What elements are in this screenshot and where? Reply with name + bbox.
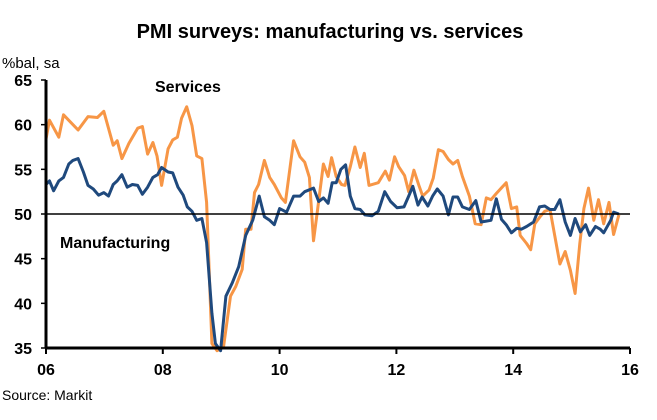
y-tick-label: 55 bbox=[14, 162, 32, 179]
y-axis-label: %bal, sa bbox=[2, 55, 60, 72]
x-tick-label: 06 bbox=[37, 362, 55, 379]
series-line-manufacturing bbox=[44, 157, 620, 353]
x-tick-label: 12 bbox=[388, 362, 406, 379]
x-tick-label: 08 bbox=[154, 362, 172, 379]
manufacturing-annotation: Manufacturing bbox=[60, 235, 170, 252]
y-tick-label: 65 bbox=[14, 73, 32, 90]
chart-title: PMI surveys: manufacturing vs. services bbox=[137, 21, 524, 43]
x-tick-label: 14 bbox=[504, 362, 522, 379]
y-tick-label: 60 bbox=[14, 118, 32, 135]
x-tick-label: 16 bbox=[621, 362, 639, 379]
y-tick-label: 50 bbox=[14, 207, 32, 224]
x-tick-label: 10 bbox=[271, 362, 289, 379]
series-line-services bbox=[44, 105, 621, 353]
y-tick-label: 40 bbox=[14, 296, 32, 313]
source-note: Source: Markit bbox=[2, 387, 92, 403]
services-annotation: Services bbox=[155, 79, 221, 96]
y-tick-label: 45 bbox=[14, 252, 32, 269]
y-tick-label: 35 bbox=[14, 341, 32, 358]
